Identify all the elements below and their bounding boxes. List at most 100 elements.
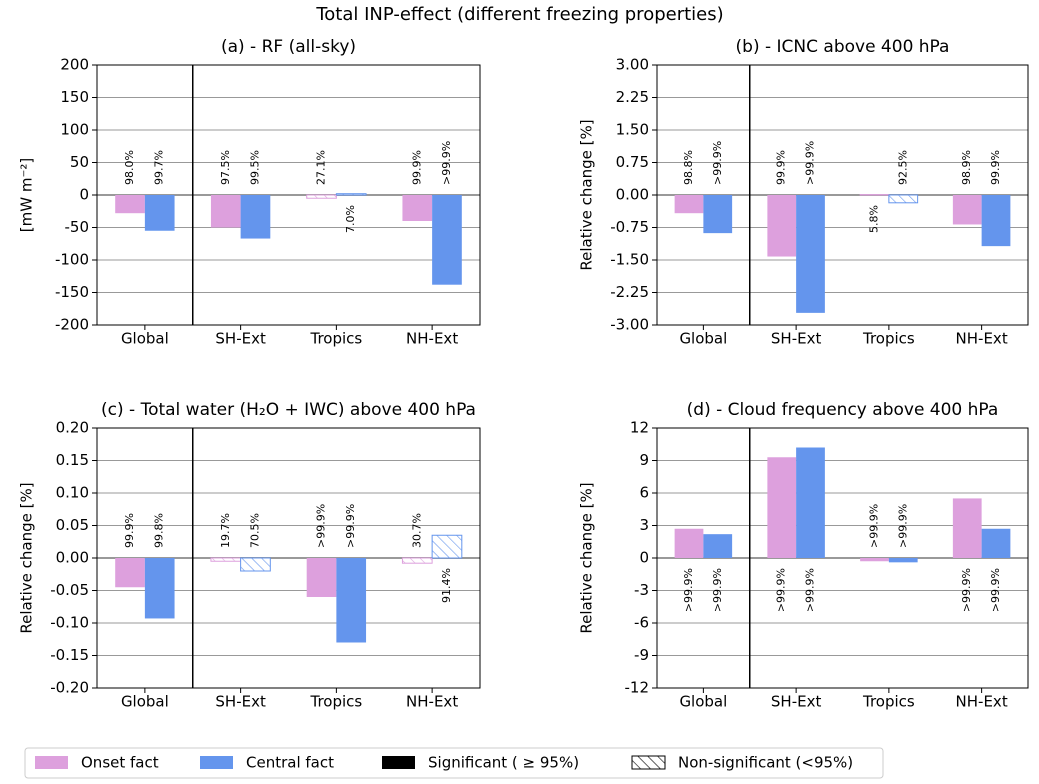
y-tick-label: 200 — [60, 56, 89, 74]
significance-label: 98.8% — [682, 150, 695, 185]
x-tick-label: SH-Ext — [771, 693, 822, 711]
y-axis-label: Relative change [%] — [18, 482, 36, 633]
significance-label: >99.9% — [775, 568, 788, 612]
significance-label: >99.9% — [344, 504, 357, 548]
y-tick-label: 0.20 — [56, 419, 89, 437]
y-tick-label: 0 — [639, 549, 649, 567]
bar — [145, 195, 175, 231]
bar — [402, 195, 432, 221]
bar — [241, 195, 271, 239]
y-tick-label: -0.15 — [50, 646, 89, 664]
y-tick-label: 9 — [639, 451, 649, 469]
x-tick-label: Global — [121, 693, 169, 711]
significance-label: >99.9% — [867, 504, 880, 548]
y-tick-label: 0.05 — [56, 516, 89, 534]
y-tick-label: 6 — [639, 484, 649, 502]
bar — [115, 558, 145, 587]
legend-swatch — [632, 756, 665, 769]
significance-label: 98.0% — [123, 150, 136, 185]
y-tick-label: -0.75 — [610, 218, 649, 236]
legend-label: Onset fact — [81, 754, 159, 772]
chart-title: (b) - ICNC above 400 hPa — [736, 37, 950, 57]
bar — [860, 558, 889, 561]
significance-label: >99.9% — [440, 141, 453, 185]
y-tick-label: 0.10 — [56, 484, 89, 502]
bar — [796, 448, 825, 559]
significance-label: 99.9% — [775, 150, 788, 185]
significance-label: 7.0% — [344, 205, 357, 233]
x-tick-label: Tropics — [862, 330, 915, 348]
chart-title: (d) - Cloud frequency above 400 hPa — [687, 400, 999, 420]
y-tick-label: -150 — [55, 283, 89, 301]
bar — [307, 558, 337, 597]
bar — [953, 195, 982, 224]
significance-label: >99.9% — [804, 568, 817, 612]
significance-label: 27.1% — [315, 150, 328, 185]
x-tick-label: Global — [121, 330, 169, 348]
significance-label: >99.9% — [804, 141, 817, 185]
y-tick-label: 0.00 — [56, 549, 89, 567]
bar — [115, 195, 145, 213]
x-tick-label: Tropics — [310, 693, 363, 711]
y-tick-label: 0 — [79, 186, 89, 204]
significance-label: >99.9% — [711, 568, 724, 612]
legend-swatch — [382, 756, 415, 769]
y-tick-label: -100 — [55, 251, 89, 269]
x-tick-label: NH-Ext — [956, 693, 1008, 711]
significance-label: 5.8% — [867, 205, 880, 233]
x-tick-label: SH-Ext — [215, 693, 266, 711]
significance-label: 70.5% — [248, 513, 261, 548]
bar — [767, 195, 796, 257]
legend-swatch — [200, 756, 233, 769]
significance-label: >99.9% — [960, 568, 973, 612]
y-tick-label: 0.15 — [56, 451, 89, 469]
bar — [432, 535, 462, 558]
significance-label: 98.9% — [960, 150, 973, 185]
x-tick-label: Global — [679, 330, 727, 348]
significance-label: 99.5% — [248, 150, 261, 185]
y-axis-label: Relative change [%] — [578, 482, 596, 633]
y-tick-label: 12 — [630, 419, 649, 437]
significance-label: 91.4% — [440, 568, 453, 603]
x-tick-label: NH-Ext — [406, 330, 458, 348]
bar — [402, 558, 432, 563]
y-tick-label: -50 — [65, 218, 90, 236]
significance-label: >99.9% — [315, 504, 328, 548]
y-tick-label: -12 — [625, 679, 650, 697]
bar — [889, 195, 918, 203]
legend-label: Significant ( ≥ 95%) — [428, 754, 579, 772]
bar — [703, 195, 732, 233]
bar — [211, 195, 241, 228]
bar — [953, 498, 982, 558]
x-tick-label: Tropics — [862, 693, 915, 711]
y-tick-label: -0.20 — [50, 679, 89, 697]
y-tick-label: -1.50 — [610, 251, 649, 269]
y-tick-label: 2.25 — [616, 88, 649, 106]
y-tick-label: 100 — [60, 121, 89, 139]
y-tick-label: -200 — [55, 316, 89, 334]
bar — [889, 558, 918, 562]
significance-label: 97.5% — [219, 150, 232, 185]
bar — [675, 529, 704, 558]
significance-label: 30.7% — [410, 513, 423, 548]
legend-swatch — [35, 756, 68, 769]
y-tick-label: 50 — [70, 153, 89, 171]
significance-label: 99.8% — [153, 513, 166, 548]
y-tick-label: -2.25 — [610, 283, 649, 301]
figure-title: Total INP-effect (different freezing pro… — [315, 4, 723, 25]
bar — [145, 558, 175, 618]
bar — [241, 558, 271, 571]
y-tick-label: -6 — [634, 614, 649, 632]
significance-label: >99.9% — [989, 568, 1002, 612]
x-tick-label: Global — [679, 693, 727, 711]
y-tick-label: 0.75 — [616, 153, 649, 171]
y-tick-label: 3.00 — [616, 56, 649, 74]
bar — [767, 457, 796, 558]
bar — [703, 534, 732, 558]
significance-label: 99.7% — [153, 150, 166, 185]
x-tick-label: NH-Ext — [406, 693, 458, 711]
legend-label: Central fact — [246, 754, 334, 772]
significance-label: 99.9% — [123, 513, 136, 548]
significance-label: 99.9% — [989, 150, 1002, 185]
